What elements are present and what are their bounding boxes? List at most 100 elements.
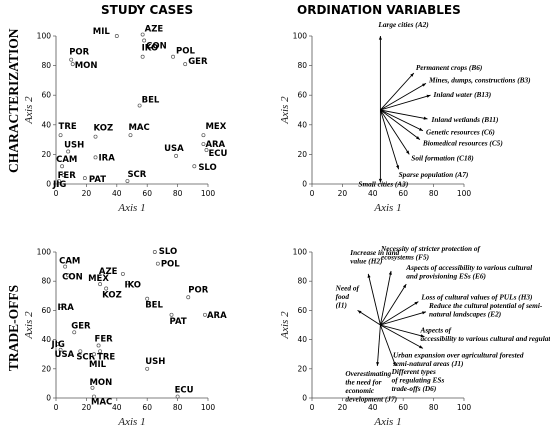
point-ecu — [175, 394, 180, 399]
point-tre — [58, 133, 63, 138]
y-tick-label: 40 — [41, 335, 51, 344]
y-tick-label: 0 — [46, 394, 51, 403]
point-label-mac: MAC — [128, 123, 149, 133]
point-ger — [183, 62, 188, 67]
point-cam — [60, 164, 65, 169]
vector-label-7: Biomedical resources (C5) — [422, 139, 503, 148]
vector-3 — [379, 270, 392, 326]
y-tick-label: 20 — [41, 364, 51, 373]
point-mac — [128, 133, 133, 138]
vector-7 — [380, 109, 421, 140]
chart-panel-2: 00 20 20 40 40 60 60 80 80 100 100 Axis 1 Axis 2 Larg… — [279, 20, 531, 214]
y-tick-label: 60 — [297, 306, 307, 315]
x-tick-label: 80 — [173, 403, 183, 412]
point-label-ush: USH — [64, 140, 84, 150]
x-tick-label: 100 — [457, 189, 472, 198]
vector-label-10: Overestimating the need for economic develo… — [345, 369, 397, 404]
x-tick-label: 20 — [82, 403, 92, 412]
vector-4 — [380, 94, 431, 111]
x-tick-label: 0 — [54, 189, 59, 198]
point-label-pat: PAT — [89, 175, 106, 185]
point-label-slo: SLO — [159, 247, 177, 257]
point-ecu — [204, 148, 209, 152]
vector-6 — [380, 109, 424, 132]
x-axis-label: Axis 1 — [117, 416, 145, 428]
point-label-bel: BEL — [145, 301, 163, 311]
x-tick-label: 60 — [142, 403, 152, 412]
point-por — [69, 57, 74, 62]
vector-arrowhead — [367, 273, 371, 278]
vector-label-5: Loss of cultural values of PULs (H3) — [420, 293, 532, 302]
vector-arrowhead — [418, 345, 423, 349]
point-iko — [140, 54, 145, 59]
point-label-con: CON — [146, 41, 167, 51]
y-tick-label: 0 — [302, 394, 307, 403]
point-ara — [203, 312, 207, 317]
y-tick-label: 20 — [297, 364, 307, 373]
point-scr — [78, 349, 83, 354]
point-label-mon: MON — [75, 61, 98, 71]
vector-label-9: Different types of regulating ESs trade-of… — [391, 367, 445, 393]
point-bel — [145, 296, 150, 301]
x-axis-label: Axis 1 — [373, 202, 401, 214]
y-tick-label: 20 — [297, 150, 307, 159]
y-tick-label: 100 — [293, 32, 308, 41]
point-mex — [201, 133, 206, 138]
x-axis-label: Axis 1 — [117, 202, 145, 214]
point-jig — [55, 342, 60, 346]
point-label-con: CON — [62, 272, 83, 282]
point-label-iko: IKO — [124, 281, 141, 291]
vector-label-10: Small cities (A3) — [358, 180, 408, 189]
vector-6 — [380, 311, 427, 326]
point-ush — [145, 366, 150, 371]
y-axis-label: Axis 2 — [23, 311, 35, 340]
y-tick-label: 20 — [41, 150, 51, 159]
point-label-aze: AZE — [99, 267, 118, 277]
point-label-fer: FER — [58, 171, 77, 181]
point-label-koz: KOZ — [94, 124, 114, 134]
point-aze — [140, 32, 145, 37]
vector-label-1: Large cities (A2) — [377, 20, 428, 29]
y-tick-label: 40 — [41, 120, 51, 129]
y-tick-label: 80 — [297, 277, 307, 286]
point-label-cam: CAM — [59, 257, 80, 267]
point-label-por: POR — [188, 285, 208, 295]
point-tre — [98, 349, 103, 354]
point-aze — [120, 271, 125, 276]
point-koz — [93, 134, 98, 139]
x-tick-label: 100 — [457, 403, 472, 412]
point-pol — [155, 261, 160, 266]
vector-label-7: Aspects of accessibility to various cultu… — [419, 326, 550, 344]
chart-panel-3: 00 20 20 40 40 60 60 80 80 100 100 Axis 1 Axis 2 SLO P… — [23, 247, 227, 428]
vector-arrowhead — [396, 165, 400, 170]
point-scr — [125, 179, 130, 183]
x-tick-label: 60 — [398, 189, 408, 198]
point-label-scr: SCR — [76, 352, 95, 362]
point-label-pol: POL — [161, 260, 180, 270]
vector-arrowhead — [414, 301, 419, 305]
point-usa — [174, 153, 179, 158]
vector-arrowhead — [426, 94, 431, 98]
point-ira — [58, 304, 63, 308]
x-tick-label: 100 — [201, 403, 216, 412]
y-tick-label: 80 — [41, 61, 51, 70]
x-tick-label: 0 — [310, 189, 315, 198]
vector-9 — [379, 324, 397, 367]
y-tick-label: 60 — [41, 91, 51, 100]
vector-label-8: Soil formation (C18) — [411, 153, 473, 162]
vector-1 — [357, 310, 381, 326]
point-iko — [125, 280, 130, 285]
vector-arrowhead — [423, 116, 428, 120]
point-mil — [114, 34, 119, 38]
point-ush — [66, 149, 71, 154]
point-pol — [171, 54, 175, 59]
x-tick-label: 20 — [82, 189, 92, 198]
point-label-pat: PAT — [170, 317, 187, 327]
point-label-slo: SLO — [198, 163, 216, 173]
vector-8 — [380, 109, 410, 155]
vector-arrowhead — [420, 334, 425, 338]
vector-arrowhead — [378, 36, 382, 40]
vector-arrowhead — [418, 127, 423, 131]
point-label-usa: USA — [164, 144, 184, 154]
